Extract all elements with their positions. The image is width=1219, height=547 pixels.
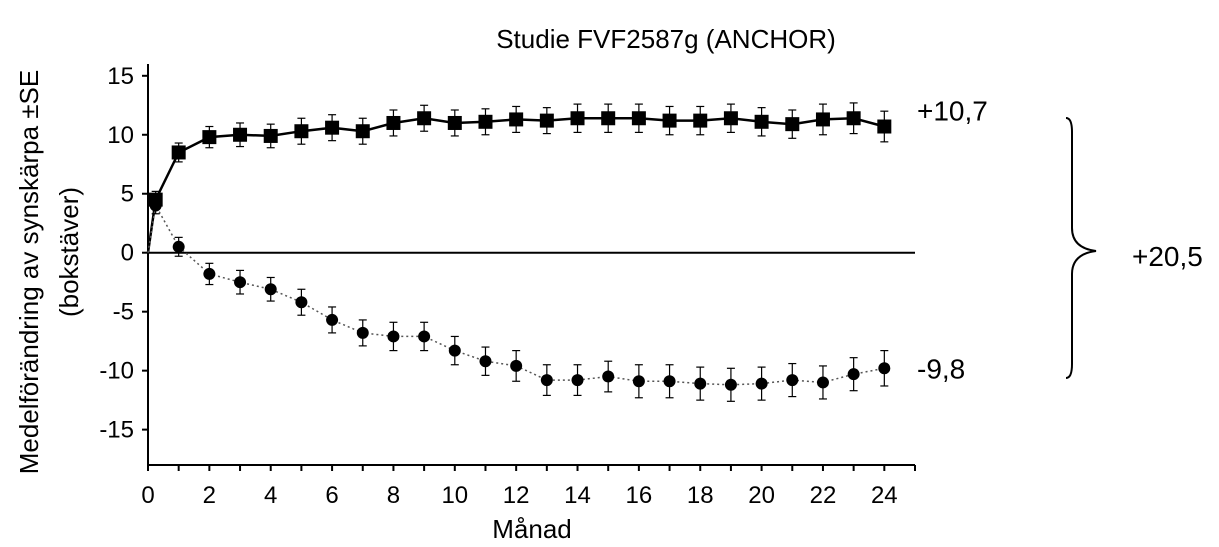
x-tick-label: 2	[203, 482, 216, 509]
x-tick-label: 16	[626, 482, 653, 509]
series-2-point	[786, 374, 799, 387]
series-1-point	[447, 115, 462, 130]
series-1-point	[815, 112, 830, 127]
series-1-point	[631, 111, 646, 126]
series-1-point	[386, 115, 401, 130]
x-axis-label: Månad	[492, 514, 572, 544]
series-1-point	[478, 114, 493, 129]
series-2-point	[847, 368, 860, 381]
series-2-point	[663, 375, 676, 388]
series-2-point	[602, 370, 615, 383]
series-1-point	[877, 119, 892, 134]
chart-title: Studie FVF2587g (ANCHOR)	[496, 24, 836, 54]
y-tick-label: -5	[113, 299, 134, 326]
series-1-point	[233, 127, 248, 142]
series-1-point	[785, 117, 800, 132]
y-axis-label-sub: (bokstäver)	[54, 187, 84, 317]
x-tick-label: 14	[564, 482, 591, 509]
x-tick-label: 20	[748, 482, 775, 509]
x-tick-label: 12	[503, 482, 530, 509]
x-tick-label: 6	[325, 482, 338, 509]
y-axis-label: Medelförändring av synskärpa ±SE	[14, 70, 44, 474]
series-2-point	[356, 326, 369, 339]
series-1-point	[202, 130, 217, 145]
series-1-point	[509, 112, 524, 127]
series-2-point	[149, 199, 162, 212]
series-2-end-label: -9,8	[917, 353, 965, 384]
series-2-point	[234, 276, 247, 289]
y-tick-label: 10	[107, 122, 134, 149]
series-2-point	[571, 374, 584, 387]
series-1-point	[539, 113, 554, 128]
series-1-point	[662, 113, 677, 128]
series-2-point	[172, 240, 185, 253]
series-2-point	[510, 359, 523, 372]
series-1-point	[693, 113, 708, 128]
x-tick-label: 22	[810, 482, 837, 509]
y-tick-label: 5	[121, 181, 134, 208]
series-1-point	[754, 114, 769, 129]
series-2-point	[755, 377, 768, 390]
series-2-point	[264, 283, 277, 296]
series-2-point	[326, 313, 339, 326]
series-1-point	[171, 145, 186, 160]
series-1-point	[723, 111, 738, 126]
series-2-point	[540, 374, 553, 387]
y-tick-label: -10	[99, 358, 134, 385]
x-tick-label: 18	[687, 482, 714, 509]
series-1-point	[417, 111, 432, 126]
series-2-point	[295, 296, 308, 309]
x-tick-label: 8	[387, 482, 400, 509]
series-1-end-label: +10,7	[917, 96, 988, 127]
series-1-point	[294, 124, 309, 139]
series-2-point	[816, 376, 829, 389]
series-2-point	[387, 330, 400, 343]
series-2-point	[878, 362, 891, 375]
series-1-line	[146, 117, 885, 253]
x-tick-label: 4	[264, 482, 277, 509]
series-1-point	[355, 124, 370, 139]
series-2-point	[724, 378, 737, 391]
x-tick-label: 0	[141, 482, 154, 509]
series-1-point	[570, 111, 585, 126]
series-2-point	[448, 344, 461, 357]
series-1-point	[846, 111, 861, 126]
series-1-point	[601, 111, 616, 126]
series-1-point	[325, 120, 340, 135]
series-2-point	[418, 330, 431, 343]
y-tick-label: 15	[107, 63, 134, 90]
y-tick-label: 0	[121, 240, 134, 267]
series-2-point	[203, 267, 216, 280]
x-tick-label: 10	[441, 482, 468, 509]
series-2-point	[479, 355, 492, 368]
difference-label: +20,5	[1132, 241, 1203, 272]
series-2-point	[694, 377, 707, 390]
series-2-point	[632, 375, 645, 388]
y-tick-label: -15	[99, 417, 134, 444]
series-1-point	[263, 128, 278, 143]
x-tick-label: 24	[871, 482, 898, 509]
difference-brace	[1065, 117, 1097, 379]
